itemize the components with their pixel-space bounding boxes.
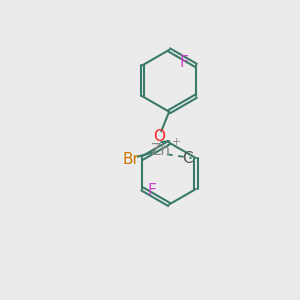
Text: Br: Br (123, 152, 140, 167)
Text: C: C (182, 151, 193, 166)
Text: O: O (153, 129, 165, 144)
Text: Zn: Zn (151, 143, 171, 158)
Text: F: F (148, 183, 156, 198)
Text: +: + (172, 137, 181, 147)
Text: F: F (180, 55, 189, 70)
